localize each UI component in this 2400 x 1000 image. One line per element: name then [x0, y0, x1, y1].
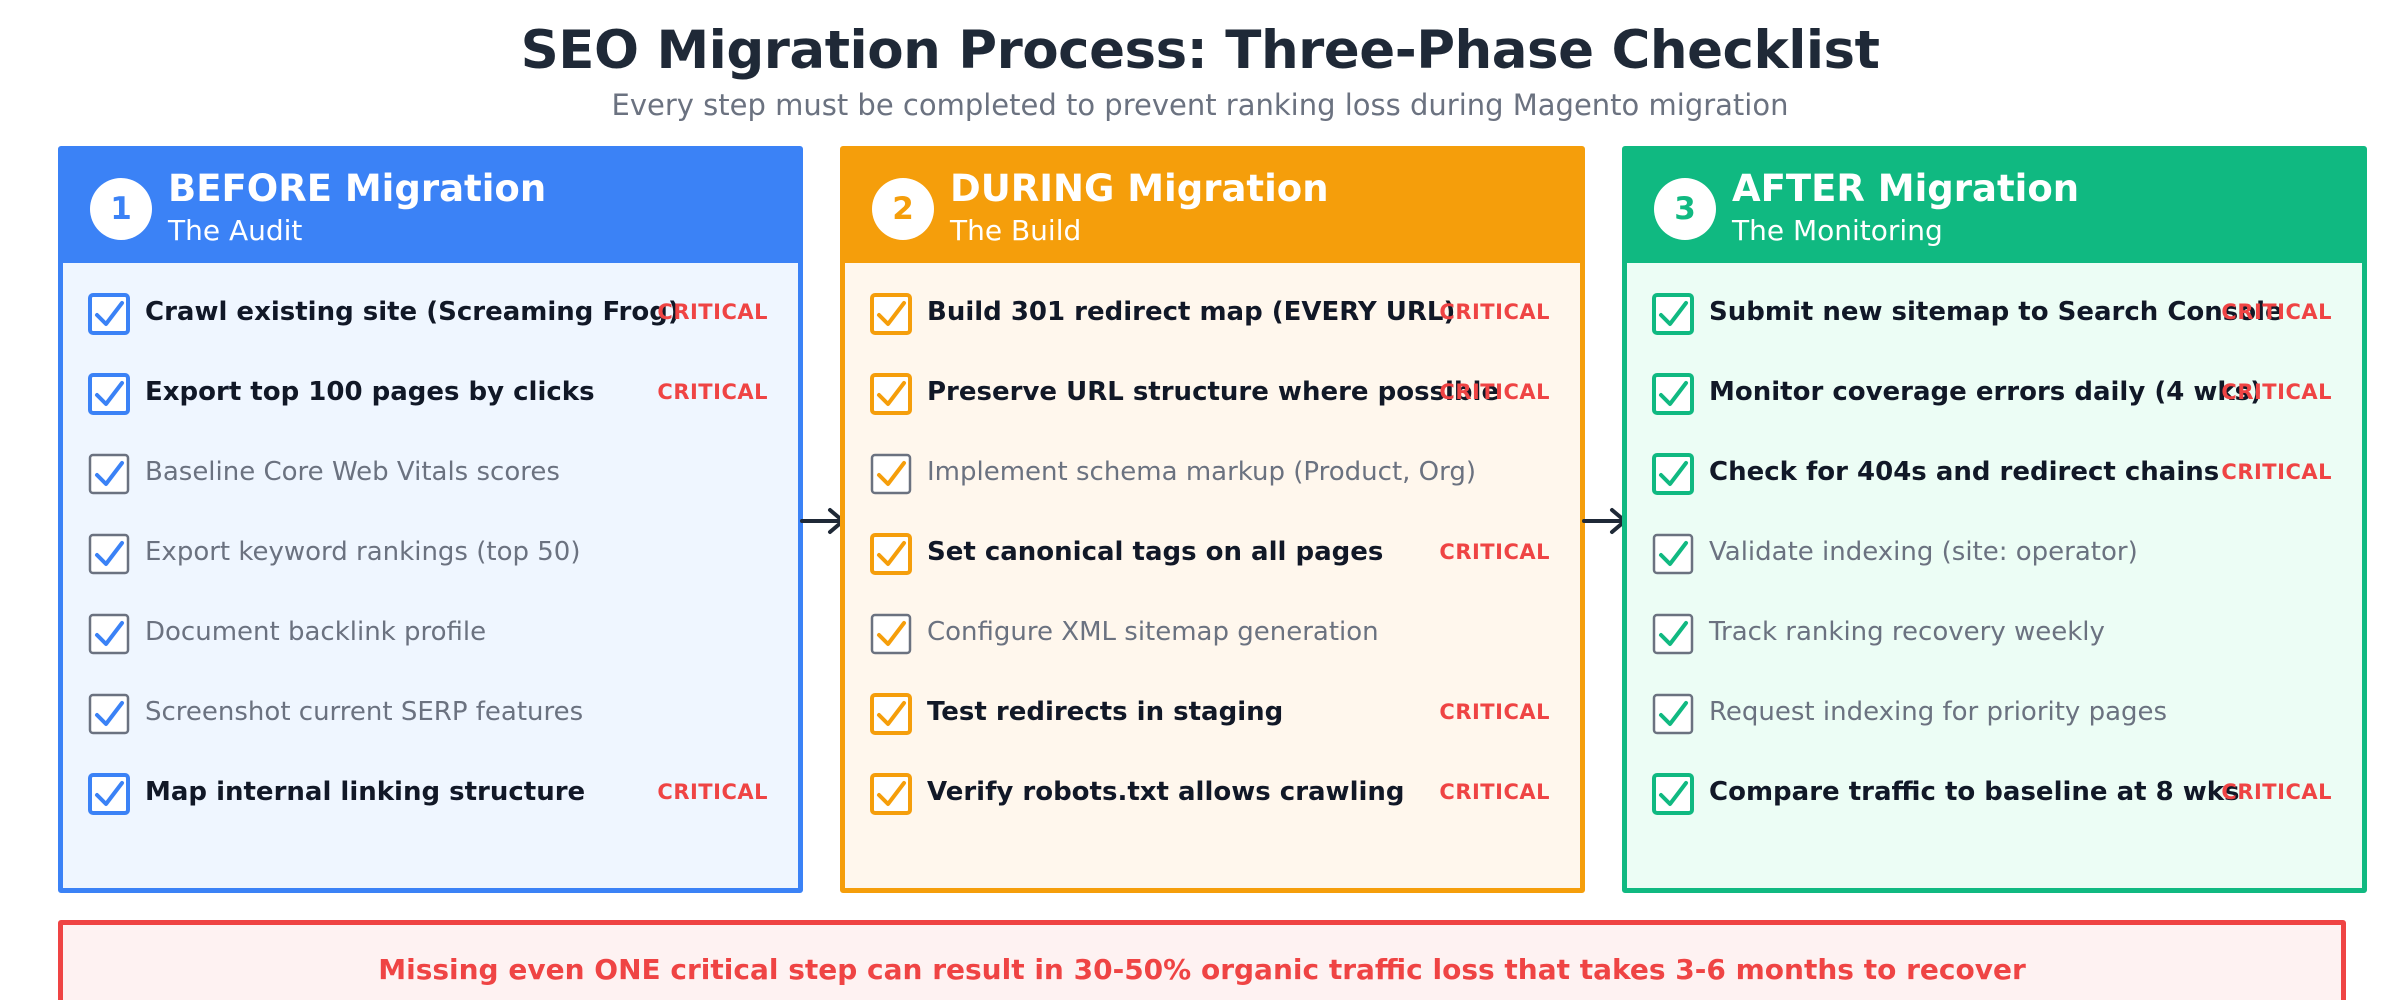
phase-header: 2 DURING Migration The Build [845, 151, 1580, 263]
checklist-item-label: Test redirects in staging [927, 697, 1284, 727]
critical-badge: CRITICAL [2221, 300, 2332, 324]
phase-subtitle: The Build [950, 214, 1082, 247]
checklist-item-label: Implement schema markup (Product, Org) [927, 457, 1477, 487]
checkbox-checked-icon[interactable] [1651, 532, 1695, 576]
checkbox-checked-icon[interactable] [869, 292, 913, 336]
checkbox-checked-icon[interactable] [1651, 692, 1695, 736]
checklist-item: Request indexing for priority pages [1627, 682, 2362, 762]
page-subtitle: Every step must be completed to prevent … [611, 88, 1789, 122]
checkbox-checked-icon[interactable] [87, 612, 131, 656]
checklist-item: Set canonical tags on all pages CRITICAL [845, 522, 1580, 602]
checklist-item-label: Verify robots.txt allows crawling [927, 777, 1405, 807]
checklist-item-label: Request indexing for priority pages [1709, 697, 2168, 727]
warning-text: Missing even ONE critical step can resul… [378, 953, 2026, 986]
checklist-item: Check for 404s and redirect chains CRITIC… [1627, 442, 2362, 522]
checklist-item: Track ranking recovery weekly [1627, 602, 2362, 682]
checklist-item: Baseline Core Web Vitals scores [63, 442, 798, 522]
checkbox-checked-icon[interactable] [869, 372, 913, 416]
checklist-item: Export keyword rankings (top 50) [63, 522, 798, 602]
checklist-item: Compare traffic to baseline at 8 wks CRIT… [1627, 762, 2362, 842]
phase-title: DURING Migration [950, 167, 1329, 210]
critical-badge: CRITICAL [657, 300, 768, 324]
checklist-item: Configure XML sitemap generation [845, 602, 1580, 682]
checklist-item-label: Set canonical tags on all pages [927, 537, 1384, 567]
checklist-item-label: Baseline Core Web Vitals scores [145, 457, 560, 487]
checklist-item-label: Configure XML sitemap generation [927, 617, 1379, 647]
checkbox-checked-icon[interactable] [1651, 292, 1695, 336]
critical-badge: CRITICAL [1439, 300, 1550, 324]
checkbox-checked-icon[interactable] [1651, 372, 1695, 416]
critical-badge: CRITICAL [1439, 780, 1550, 804]
checklist-item: Preserve URL structure where possible CRI… [845, 362, 1580, 442]
checklist-item-label: Map internal linking structure [145, 777, 586, 807]
phase-header: 1 BEFORE Migration The Audit [63, 151, 798, 263]
checklist: Build 301 redirect map (EVERY URL) CRITIC… [845, 282, 1580, 842]
critical-badge: CRITICAL [2221, 460, 2332, 484]
checklist-item: Crawl existing site (Screaming Frog) CRIT… [63, 282, 798, 362]
checkbox-checked-icon[interactable] [87, 452, 131, 496]
phase-number-badge: 2 [872, 178, 934, 240]
checklist-item-label: Crawl existing site (Screaming Frog) [145, 297, 680, 327]
phase-title: AFTER Migration [1732, 167, 2080, 210]
checklist-item: Test redirects in staging CRITICAL [845, 682, 1580, 762]
checklist-item-label: Export keyword rankings (top 50) [145, 537, 581, 567]
phase-before-panel: 1 BEFORE Migration The Audit Crawl exist… [58, 146, 803, 893]
checklist: Submit new sitemap to Search Console CRIT… [1627, 282, 2362, 842]
phase-subtitle: The Audit [168, 214, 303, 247]
checkbox-checked-icon[interactable] [869, 452, 913, 496]
phase-during-panel: 2 DURING Migration The Build Build 301 r… [840, 146, 1585, 893]
checklist-item-label: Compare traffic to baseline at 8 wks [1709, 777, 2240, 807]
checklist-item-label: Check for 404s and redirect chains [1709, 457, 2220, 487]
checklist: Crawl existing site (Screaming Frog) CRIT… [63, 282, 798, 842]
phase-number-badge: 1 [90, 178, 152, 240]
checklist-item: Screenshot current SERP features [63, 682, 798, 762]
checkbox-checked-icon[interactable] [1651, 612, 1695, 656]
checklist-item: Submit new sitemap to Search Console CRIT… [1627, 282, 2362, 362]
checklist-item-label: Validate indexing (site: operator) [1709, 537, 2138, 567]
critical-badge: CRITICAL [657, 780, 768, 804]
checkbox-checked-icon[interactable] [87, 292, 131, 336]
checkbox-checked-icon[interactable] [87, 532, 131, 576]
checklist-item-label: Build 301 redirect map (EVERY URL) [927, 297, 1456, 327]
phase-subtitle: The Monitoring [1732, 214, 1943, 247]
checkbox-checked-icon[interactable] [869, 612, 913, 656]
checkbox-checked-icon[interactable] [87, 772, 131, 816]
phase-after-panel: 3 AFTER Migration The Monitoring Submit … [1622, 146, 2367, 893]
checkbox-checked-icon[interactable] [1651, 772, 1695, 816]
page-title: SEO Migration Process: Three-Phase Check… [520, 20, 1880, 81]
critical-badge: CRITICAL [2221, 780, 2332, 804]
warning-banner: Missing even ONE critical step can resul… [58, 920, 2346, 1000]
checkbox-checked-icon[interactable] [87, 692, 131, 736]
checklist-item: Verify robots.txt allows crawling CRITICA… [845, 762, 1580, 842]
critical-badge: CRITICAL [657, 380, 768, 404]
critical-badge: CRITICAL [1439, 700, 1550, 724]
checklist-item: Validate indexing (site: operator) [1627, 522, 2362, 602]
phase-number-badge: 3 [1654, 178, 1716, 240]
checklist-item-label: Monitor coverage errors daily (4 wks) [1709, 377, 2263, 407]
checklist-item-label: Screenshot current SERP features [145, 697, 584, 727]
critical-badge: CRITICAL [1439, 540, 1550, 564]
phase-header: 3 AFTER Migration The Monitoring [1627, 151, 2362, 263]
checkbox-checked-icon[interactable] [869, 692, 913, 736]
checklist-item: Export top 100 pages by clicks CRITICAL [63, 362, 798, 442]
checklist-item-label: Submit new sitemap to Search Console [1709, 297, 2283, 327]
checklist-item-label: Preserve URL structure where possible [927, 377, 1500, 407]
checklist-item: Implement schema markup (Product, Org) [845, 442, 1580, 522]
checkbox-checked-icon[interactable] [869, 532, 913, 576]
critical-badge: CRITICAL [1439, 380, 1550, 404]
checklist-item: Monitor coverage errors daily (4 wks) CRI… [1627, 362, 2362, 442]
phase-title: BEFORE Migration [168, 167, 547, 210]
checklist-item-label: Export top 100 pages by clicks [145, 377, 595, 407]
checklist-item-label: Track ranking recovery weekly [1709, 617, 2105, 647]
checklist-item: Document backlink profile [63, 602, 798, 682]
checkbox-checked-icon[interactable] [1651, 452, 1695, 496]
checklist-item: Map internal linking structure CRITICAL [63, 762, 798, 842]
checklist-item: Build 301 redirect map (EVERY URL) CRITIC… [845, 282, 1580, 362]
checkbox-checked-icon[interactable] [87, 372, 131, 416]
checkbox-checked-icon[interactable] [869, 772, 913, 816]
critical-badge: CRITICAL [2221, 380, 2332, 404]
checklist-item-label: Document backlink profile [145, 617, 487, 647]
